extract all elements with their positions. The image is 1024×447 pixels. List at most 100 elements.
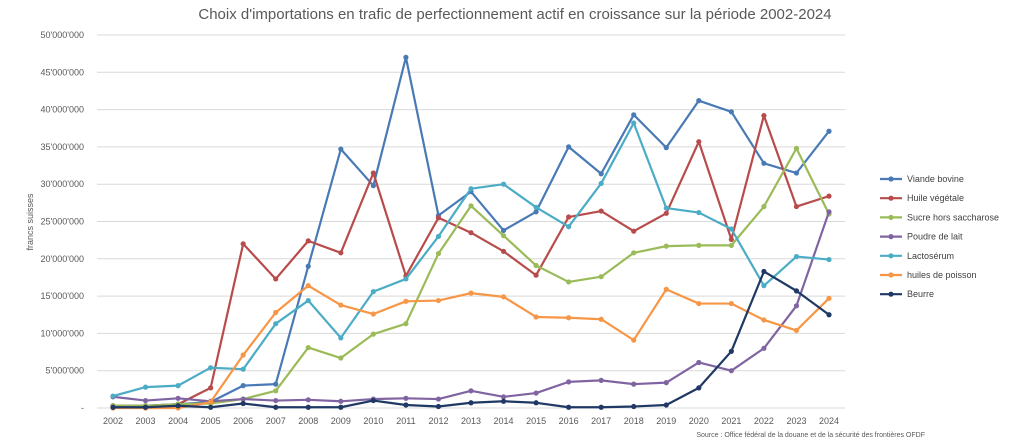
data-point <box>403 298 409 304</box>
data-point <box>826 193 832 199</box>
legend-label: Poudre de lait <box>907 232 963 242</box>
data-point <box>663 286 669 292</box>
data-point <box>728 226 734 232</box>
x-tick-label: 2007 <box>266 416 286 426</box>
y-tick-label: 5'000'000 <box>46 366 84 376</box>
data-point <box>533 204 539 210</box>
data-point <box>370 397 376 404</box>
data-point <box>793 170 800 176</box>
legend-marker <box>888 272 894 278</box>
x-tick-label: 2012 <box>428 416 448 426</box>
data-point <box>338 398 344 404</box>
data-point <box>566 144 572 150</box>
data-point <box>598 404 604 410</box>
data-point <box>370 331 376 337</box>
data-point <box>533 400 539 406</box>
data-point <box>142 397 149 404</box>
data-point <box>598 208 604 214</box>
data-point <box>631 112 637 118</box>
data-point <box>435 215 442 221</box>
legend-label: Viande bovine <box>907 174 964 184</box>
y-tick-label: 10'000'000 <box>41 328 84 338</box>
data-point <box>793 145 800 151</box>
data-point <box>663 402 669 408</box>
data-point <box>793 327 800 334</box>
data-point <box>631 403 637 410</box>
x-tick-label: 2016 <box>559 416 579 426</box>
data-point <box>273 276 279 282</box>
x-tick-label: 2018 <box>624 416 644 426</box>
data-point <box>208 365 214 371</box>
data-point <box>761 268 767 275</box>
data-point <box>631 228 637 234</box>
data-point <box>468 290 474 296</box>
data-point <box>533 262 539 269</box>
x-tick-label: 2020 <box>689 416 709 426</box>
data-point <box>826 209 832 215</box>
data-point <box>826 295 832 301</box>
x-tick-label: 2005 <box>201 416 221 426</box>
data-point <box>533 272 539 278</box>
legend-item: huiles de poisson <box>880 270 977 280</box>
data-point <box>793 203 800 210</box>
data-point <box>110 393 116 399</box>
data-point <box>728 242 734 248</box>
data-point <box>142 404 149 410</box>
data-point <box>435 233 442 240</box>
legend-marker <box>888 253 894 259</box>
legend-item: Beurre <box>880 289 934 299</box>
data-point <box>533 390 539 396</box>
data-point <box>370 289 376 295</box>
data-point <box>142 384 149 390</box>
data-point <box>826 312 832 318</box>
legend-item: Viande bovine <box>880 174 964 184</box>
data-point <box>403 395 409 401</box>
data-point <box>338 404 344 410</box>
x-tick-label: 2009 <box>331 416 351 426</box>
x-tick-label: 2015 <box>526 416 546 426</box>
data-point <box>728 368 734 374</box>
data-point <box>435 403 442 410</box>
series-poudre-de-lait <box>110 209 832 404</box>
series-line <box>112 211 831 403</box>
data-point <box>598 171 604 177</box>
legend-marker <box>888 195 894 201</box>
data-point <box>403 54 409 60</box>
x-tick-label: 2003 <box>136 416 156 426</box>
chart-title: Choix d'importations en trafic de perfec… <box>198 6 831 23</box>
y-tick-label: 30'000'000 <box>41 179 84 189</box>
data-point <box>370 170 376 176</box>
x-tick-label: 2017 <box>591 416 611 426</box>
data-point <box>728 109 734 115</box>
data-point <box>305 238 311 244</box>
legend-label: Beurre <box>907 289 934 299</box>
series-huile-v-g-tale <box>110 112 832 409</box>
x-tick-label: 2006 <box>233 416 253 426</box>
y-tick-label: 50'000'000 <box>41 30 84 40</box>
data-point <box>305 397 311 403</box>
data-point <box>338 335 344 341</box>
data-point <box>696 98 702 104</box>
series-line <box>112 121 830 398</box>
data-point <box>566 404 572 410</box>
data-point <box>761 345 767 351</box>
data-point <box>208 404 214 410</box>
data-point <box>793 303 800 309</box>
legend-item: Sucre hors saccharose <box>880 212 999 222</box>
legend-label: Lactosérum <box>907 251 954 261</box>
data-point <box>728 348 734 354</box>
data-point <box>793 253 800 260</box>
data-point <box>500 294 507 300</box>
data-point <box>761 317 767 323</box>
data-point <box>533 314 539 320</box>
data-point <box>761 203 767 210</box>
x-tick-label: 2024 <box>819 416 839 426</box>
x-tick-label: 2011 <box>396 416 415 426</box>
data-point <box>468 203 474 209</box>
legend-item: Lactosérum <box>880 251 954 261</box>
legend-marker <box>888 176 894 182</box>
data-point <box>240 383 246 389</box>
data-point <box>566 379 572 385</box>
data-point <box>500 394 507 400</box>
